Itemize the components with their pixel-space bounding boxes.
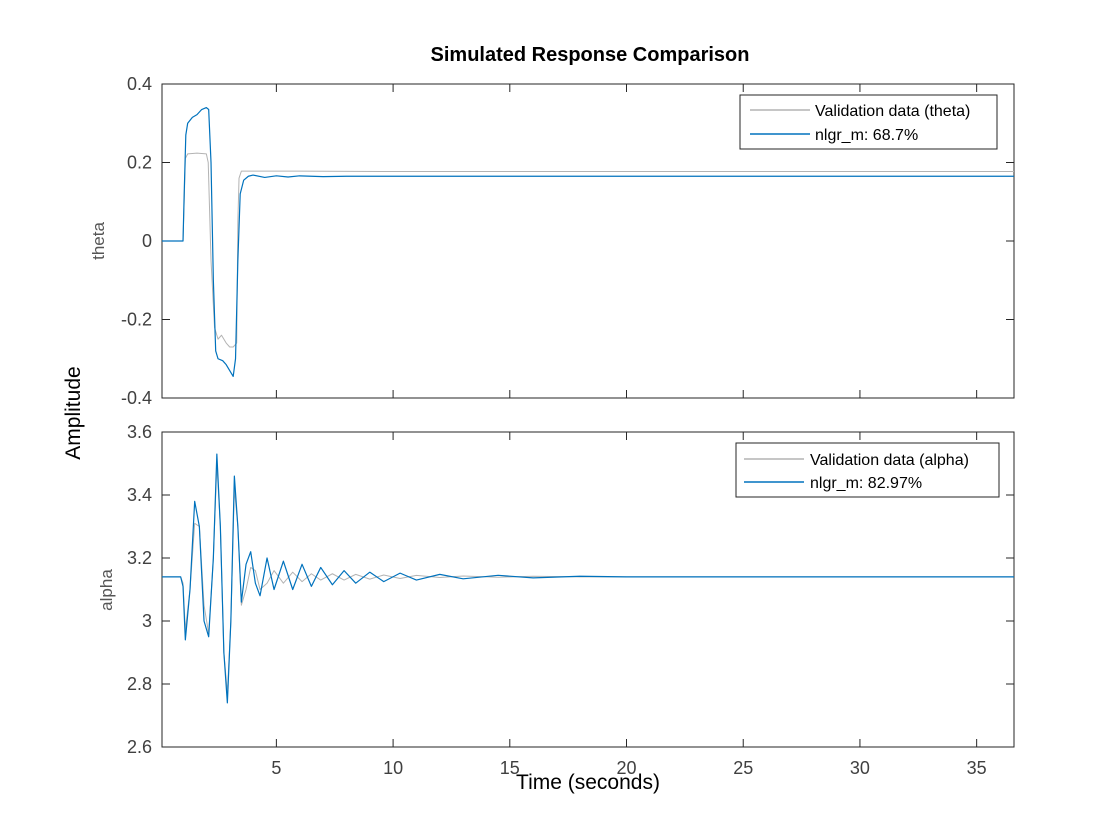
chart-title: Simulated Response Comparison [431,44,750,66]
theta-y-ticks: -0.4 -0.2 0 0.2 0.4 [121,74,1014,408]
theta-legend-box [739,94,998,150]
theta-model-line [162,106,1014,378]
alpha-axes: 2.6 2.8 3 3.2 3.4 3.6 5 10 15 20 25 30 35 alpha Val… [97,422,1015,778]
alpha-legend-box [735,442,1000,498]
theta-legend: Validation data (theta) nlgr_m: 68.7% [739,94,998,150]
theta-ytick-label: -0.2 [121,310,152,330]
alpha-ytick-label: 3 [142,611,152,631]
theta-series [162,106,1014,378]
theta-validation-line [162,152,1014,348]
theta-ylabel: theta [89,222,108,260]
time-xlabel: Time (seconds) [516,771,660,794]
alpha-legend: Validation data (alpha) nlgr_m: 82.97% [735,442,1000,498]
alpha-legend-label-validation: Validation data (alpha) [810,452,969,469]
alpha-y-ticks: 2.6 2.8 3 3.2 3.4 3.6 [127,422,1014,757]
alpha-ylabel: alpha [97,569,116,611]
theta-legend-label-validation: Validation data (theta) [815,103,970,120]
alpha-xtick-label: 5 [271,758,281,778]
alpha-xtick-label: 25 [733,758,753,778]
alpha-ytick-label: 3.6 [127,422,152,442]
theta-ytick-label: 0.4 [127,74,152,94]
alpha-validation-line [162,463,1014,694]
alpha-xtick-label: 15 [500,758,520,778]
theta-legend-label-model: nlgr_m: 68.7% [815,127,918,144]
alpha-series [162,453,1014,704]
theta-ytick-label: -0.4 [121,388,152,408]
theta-ytick-label: 0.2 [127,153,152,173]
alpha-xtick-label: 10 [383,758,403,778]
alpha-ytick-label: 3.4 [127,485,152,505]
alpha-xtick-label: 35 [967,758,987,778]
alpha-xtick-label: 30 [850,758,870,778]
alpha-ytick-label: 2.6 [127,737,152,757]
alpha-model-line [162,453,1014,704]
alpha-ytick-label: 2.8 [127,674,152,694]
amplitude-label: Amplitude [62,366,85,459]
alpha-ytick-label: 3.2 [127,548,152,568]
theta-ytick-label: 0 [142,231,152,251]
theta-axes: -0.4 -0.2 0 0.2 0.4 theta Validation data (t… [89,74,1015,408]
alpha-legend-label-model: nlgr_m: 82.97% [810,475,922,492]
alpha-xtick-label: 20 [616,758,636,778]
alpha-x-ticks: 5 10 15 20 25 30 35 [271,432,987,778]
